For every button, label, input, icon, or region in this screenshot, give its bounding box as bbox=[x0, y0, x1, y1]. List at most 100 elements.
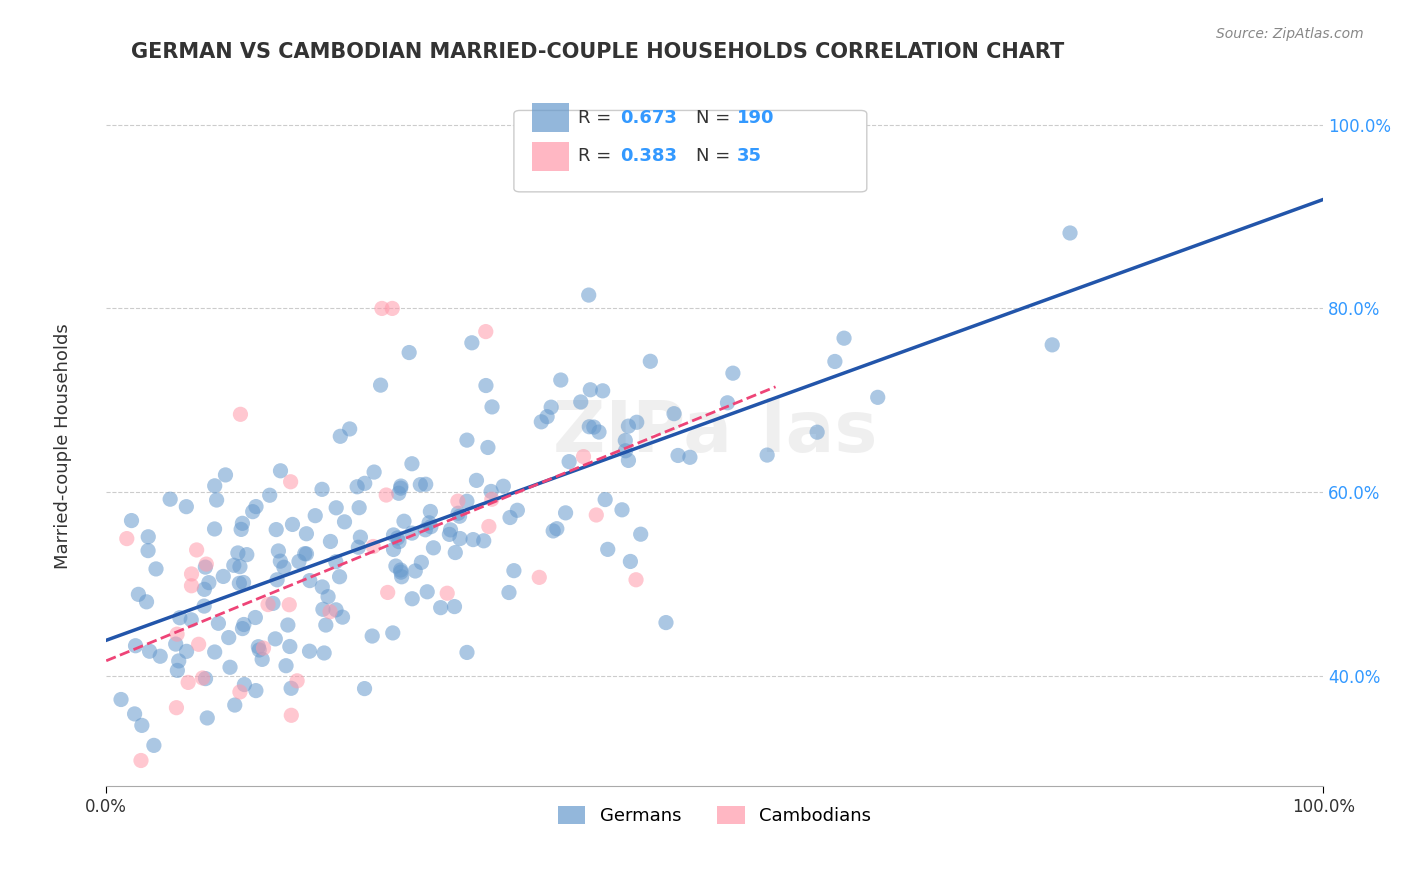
Cambodians bbox=[187, 637, 209, 651]
Cambodians bbox=[229, 407, 252, 421]
Germans bbox=[443, 599, 465, 614]
Germans bbox=[550, 373, 572, 387]
Germans bbox=[231, 622, 253, 636]
Germans bbox=[353, 681, 375, 696]
Germans bbox=[832, 331, 855, 345]
Cambodians bbox=[177, 675, 200, 690]
Germans bbox=[866, 390, 889, 404]
Cambodians bbox=[572, 450, 595, 464]
Germans bbox=[264, 523, 287, 537]
Germans bbox=[756, 448, 779, 462]
Cambodians bbox=[229, 685, 252, 699]
Germans bbox=[439, 527, 461, 541]
Cambodians bbox=[166, 627, 188, 641]
Germans bbox=[228, 576, 250, 591]
Text: GERMAN VS CAMBODIAN MARRIED-COUPLE HOUSEHOLDS CORRELATION CHART: GERMAN VS CAMBODIAN MARRIED-COUPLE HOUSE… bbox=[131, 42, 1064, 62]
Germans bbox=[592, 384, 614, 398]
Germans bbox=[389, 565, 412, 579]
Germans bbox=[136, 530, 159, 544]
Germans bbox=[391, 570, 413, 584]
Cambodians bbox=[447, 494, 470, 508]
Germans bbox=[554, 506, 576, 520]
Germans bbox=[312, 602, 335, 616]
Germans bbox=[176, 500, 198, 514]
Germans bbox=[247, 640, 270, 654]
Germans bbox=[472, 533, 495, 548]
Cambodians bbox=[481, 492, 503, 507]
Germans bbox=[498, 585, 520, 599]
Germans bbox=[475, 378, 498, 392]
Text: R =: R = bbox=[578, 147, 617, 165]
Germans bbox=[461, 335, 484, 350]
Text: N =: N = bbox=[696, 147, 737, 165]
Germans bbox=[250, 652, 273, 666]
Germans bbox=[193, 599, 215, 613]
Cambodians bbox=[361, 540, 384, 554]
Germans bbox=[278, 640, 301, 654]
Germans bbox=[273, 560, 295, 574]
Germans bbox=[298, 574, 321, 588]
Germans bbox=[540, 400, 562, 414]
Cambodians bbox=[319, 605, 342, 619]
Germans bbox=[593, 492, 616, 507]
Germans bbox=[479, 484, 502, 499]
Text: 35: 35 bbox=[737, 147, 762, 165]
Germans bbox=[415, 523, 437, 537]
Germans bbox=[222, 558, 245, 573]
Germans bbox=[159, 492, 181, 507]
Germans bbox=[247, 643, 270, 657]
Germans bbox=[363, 465, 385, 479]
Cambodians bbox=[191, 671, 214, 685]
Germans bbox=[492, 479, 515, 493]
Text: 0.673: 0.673 bbox=[620, 109, 676, 127]
Germans bbox=[614, 434, 637, 448]
Germans bbox=[267, 544, 290, 558]
Cambodians bbox=[585, 508, 607, 522]
Germans bbox=[167, 654, 190, 668]
Germans bbox=[387, 531, 409, 545]
Germans bbox=[530, 415, 553, 429]
Germans bbox=[198, 575, 221, 590]
Germans bbox=[388, 486, 411, 500]
Germans bbox=[280, 681, 302, 696]
Cambodians bbox=[165, 700, 187, 714]
Germans bbox=[666, 449, 689, 463]
Germans bbox=[389, 481, 412, 495]
Germans bbox=[1059, 226, 1081, 240]
Bar bbox=[531, 103, 568, 132]
Germans bbox=[325, 500, 347, 515]
Cambodians bbox=[478, 519, 501, 533]
Cambodians bbox=[186, 543, 208, 558]
Germans bbox=[439, 523, 461, 537]
Germans bbox=[311, 580, 333, 594]
Germans bbox=[1040, 338, 1063, 352]
Bar bbox=[531, 143, 568, 170]
Germans bbox=[194, 672, 217, 686]
Germans bbox=[121, 514, 143, 528]
Germans bbox=[419, 504, 441, 518]
Germans bbox=[124, 639, 146, 653]
Germans bbox=[231, 522, 253, 536]
Germans bbox=[212, 569, 235, 583]
Germans bbox=[193, 582, 215, 597]
Cambodians bbox=[371, 301, 394, 316]
Germans bbox=[294, 547, 316, 561]
Germans bbox=[389, 479, 412, 493]
Germans bbox=[617, 453, 640, 467]
Germans bbox=[207, 616, 229, 631]
Germans bbox=[370, 378, 392, 392]
Germans bbox=[679, 450, 702, 465]
Germans bbox=[136, 543, 159, 558]
Germans bbox=[229, 559, 252, 574]
Germans bbox=[398, 345, 420, 359]
Germans bbox=[429, 600, 451, 615]
Germans bbox=[232, 575, 254, 590]
Germans bbox=[418, 516, 440, 530]
Text: Source: ZipAtlas.com: Source: ZipAtlas.com bbox=[1216, 27, 1364, 41]
Germans bbox=[232, 617, 254, 632]
Germans bbox=[169, 611, 191, 625]
Germans bbox=[503, 564, 526, 578]
Germans bbox=[619, 554, 641, 568]
Germans bbox=[277, 618, 299, 632]
Germans bbox=[127, 587, 149, 601]
